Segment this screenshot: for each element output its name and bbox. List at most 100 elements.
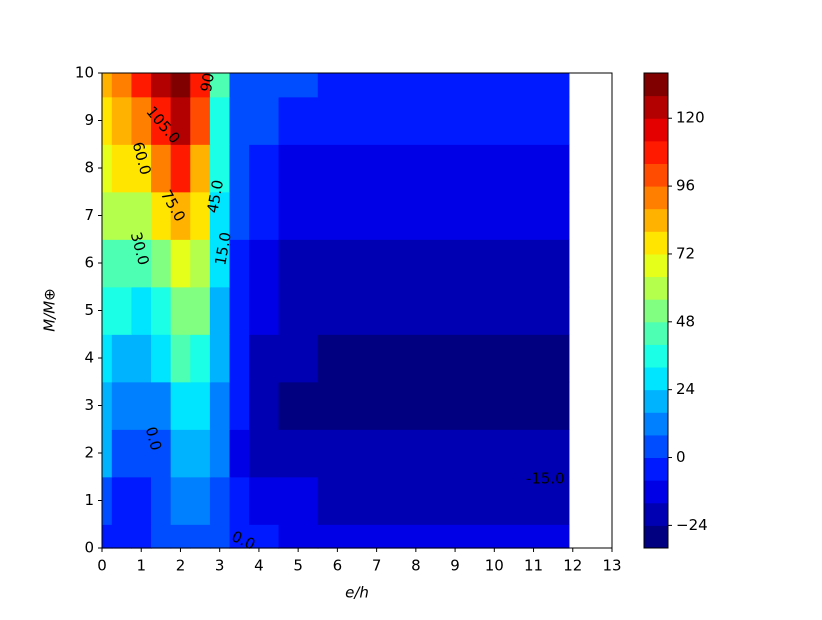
y-tick-label: 9 [84, 111, 94, 129]
contour-cell [249, 286, 280, 335]
colorbar-band [644, 502, 668, 526]
contour-cell [455, 381, 533, 430]
contour-cell [102, 381, 113, 430]
colorbar-band [644, 118, 668, 142]
x-tick-label: 1 [136, 557, 146, 575]
y-tick-label: 7 [84, 206, 94, 224]
contour-cell [376, 286, 456, 335]
contour-cell [376, 144, 456, 193]
contour-cell [376, 476, 456, 525]
contour-cell [111, 381, 133, 430]
colorbar-tick-label: 96 [676, 177, 695, 195]
contour-cell [455, 191, 533, 240]
contour-label: 90 [197, 71, 218, 93]
contour-cell [209, 239, 231, 288]
contour-cell [249, 191, 280, 240]
contour-cell [249, 96, 280, 145]
contour-cell [190, 96, 211, 145]
contour-cell [131, 381, 152, 430]
contour-cell [111, 334, 133, 383]
contour-cell [111, 191, 133, 240]
contour-cell [531, 239, 570, 288]
contour-cell [111, 144, 133, 193]
colorbar-band [644, 299, 668, 323]
contour-cell [249, 73, 280, 98]
contour-cell [131, 191, 152, 240]
contour-cell [376, 429, 456, 478]
x-tick-label: 2 [176, 557, 186, 575]
contour-cell [317, 381, 378, 430]
contour-cell [531, 429, 570, 478]
contour-cell [278, 476, 319, 525]
contour-cell [317, 476, 378, 525]
contour-cell [151, 73, 172, 98]
contour-cell [249, 429, 280, 478]
contour-cell [278, 191, 319, 240]
x-tick-label: 11 [524, 557, 543, 575]
colorbar-band [644, 140, 668, 164]
contour-cell [209, 524, 231, 549]
contour-cell [190, 191, 211, 240]
colorbar-band [644, 231, 668, 255]
contour-cell [209, 96, 231, 145]
contour-cell [455, 429, 533, 478]
y-tick-label: 4 [84, 349, 94, 367]
contour-cell [531, 334, 570, 383]
contour-cell [278, 381, 319, 430]
contour-cell [170, 73, 191, 98]
contour-cell [455, 286, 533, 335]
contour-cell [170, 286, 191, 335]
y-tick-label: 5 [84, 301, 94, 319]
contour-cell [278, 334, 319, 383]
contour-cell [278, 96, 319, 145]
contour-cell [376, 524, 456, 549]
colorbar-tick-label: −24 [676, 516, 708, 534]
colorbar-tick-label: 24 [676, 380, 695, 398]
colorbar-tick-label: 72 [676, 244, 695, 262]
contour-cell [170, 524, 191, 549]
colorbar-band [644, 344, 668, 368]
contour-cell [278, 286, 319, 335]
colorbar-band [644, 457, 668, 481]
contour-cell [131, 429, 152, 478]
contour-cell [151, 239, 172, 288]
x-axis-label: e/h [345, 584, 369, 602]
contour-label: -15.0 [526, 470, 565, 488]
contour-cell [531, 73, 570, 98]
contour-cell [102, 144, 113, 193]
contour-cell [531, 96, 570, 145]
contour-cell [131, 73, 152, 98]
contour-cell [111, 286, 133, 335]
contour-cell [455, 524, 533, 549]
contour-cell [102, 73, 113, 98]
contour-cell [209, 334, 231, 383]
contour-cell [376, 381, 456, 430]
contour-cell [190, 381, 211, 430]
contour-cell [131, 476, 152, 525]
contour-cell [151, 429, 172, 478]
contour-cell [131, 239, 152, 288]
x-tick-label: 8 [411, 557, 421, 575]
contour-cell [102, 239, 113, 288]
contour-cell [209, 429, 231, 478]
contour-cell [531, 191, 570, 240]
colorbar-band [644, 525, 668, 549]
contour-cell [102, 476, 113, 525]
contour-cell [102, 429, 113, 478]
x-tick-label: 3 [215, 557, 225, 575]
contour-cell [317, 239, 378, 288]
x-tick-label: 5 [293, 557, 303, 575]
contour-cell [102, 191, 113, 240]
contour-cell [376, 239, 456, 288]
contour-cell [170, 144, 191, 193]
contour-cell [229, 96, 250, 145]
contour-cell [278, 239, 319, 288]
contour-cell [111, 96, 133, 145]
contour-cell [170, 96, 191, 145]
colorbar-band [644, 276, 668, 300]
contour-cell [229, 476, 250, 525]
contour-cell [531, 144, 570, 193]
contour-cell [455, 476, 533, 525]
colorbar-tick-label: 120 [676, 109, 705, 127]
